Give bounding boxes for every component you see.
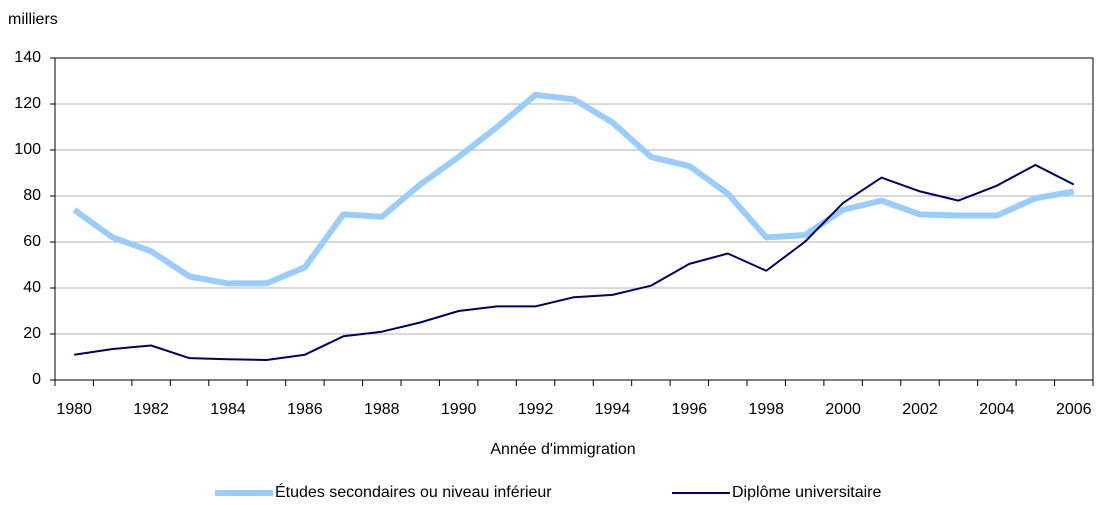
x-tick-label: 2000 — [825, 401, 861, 418]
y-tick-label: 60 — [23, 233, 41, 250]
plot-frame — [54, 57, 1094, 381]
x-tick-label: 1992 — [518, 401, 554, 418]
x-tick-label: 1982 — [133, 401, 169, 418]
y-axis-title: milliers — [8, 11, 58, 28]
x-tick-label: 1984 — [210, 401, 246, 418]
x-tick-label: 2004 — [979, 401, 1015, 418]
y-tick-label: 40 — [23, 279, 41, 296]
x-tick-label: 1980 — [56, 401, 92, 418]
x-tick-label: 1988 — [364, 401, 400, 418]
x-tick-label: 1998 — [748, 401, 784, 418]
y-tick-label: 20 — [23, 325, 41, 342]
y-tick-label: 0 — [32, 371, 41, 388]
x-tick-label: 1996 — [672, 401, 708, 418]
x-tick-label: 1990 — [441, 401, 477, 418]
x-axis-title: Année d'immigration — [490, 441, 635, 458]
legend-label: Études secondaires ou niveau inférieur — [275, 482, 552, 501]
y-tick-label: 140 — [14, 49, 41, 66]
y-tick-label: 100 — [14, 141, 41, 158]
series-line — [72, 91, 1075, 287]
x-tick-label: 1986 — [287, 401, 323, 418]
y-tick-label: 80 — [23, 187, 41, 204]
x-tick-label: 2002 — [902, 401, 938, 418]
x-tick-label: 1994 — [595, 401, 631, 418]
legend-label: Diplôme universitaire — [732, 484, 881, 501]
series-line — [74, 163, 1075, 361]
y-tick-label: 120 — [14, 95, 41, 112]
x-tick-label: 2006 — [1056, 401, 1092, 418]
